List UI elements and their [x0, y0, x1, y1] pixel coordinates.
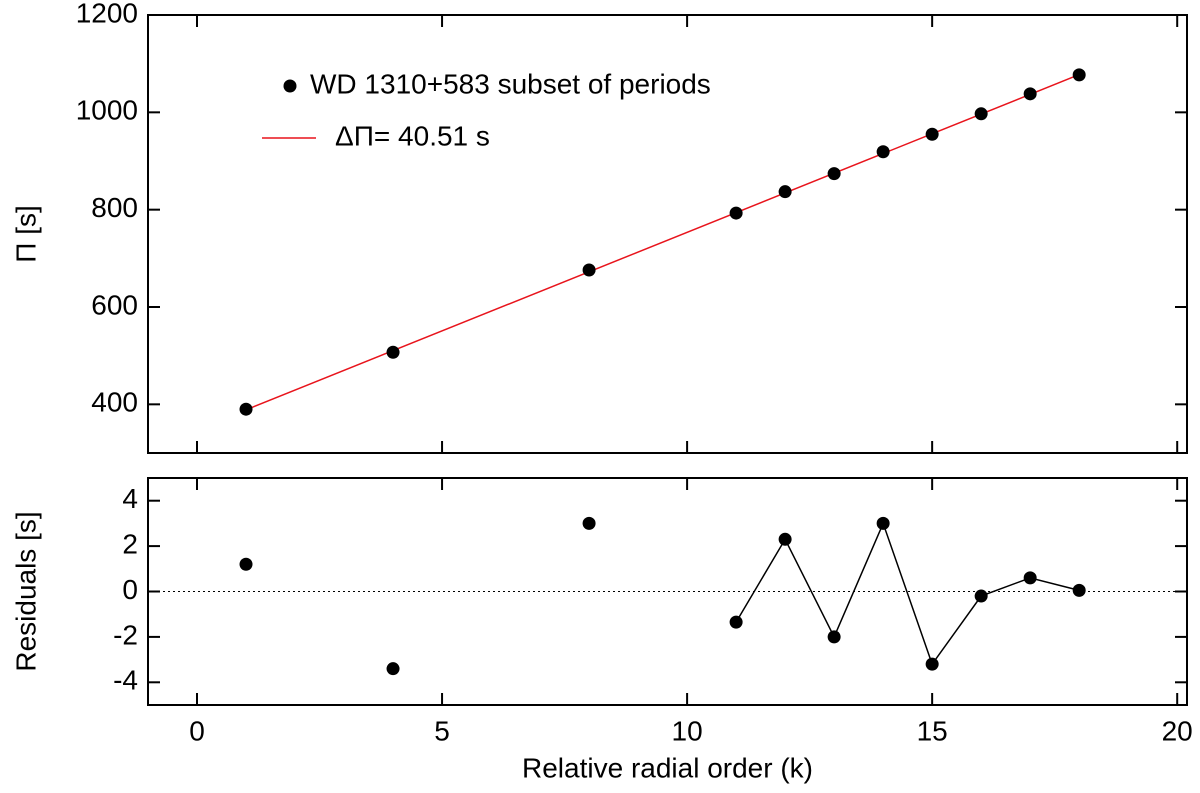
data-point	[925, 657, 939, 671]
data-point	[386, 345, 400, 359]
data-point	[239, 402, 253, 416]
y-axis-title: Π [s]	[10, 205, 41, 263]
data-point	[876, 145, 890, 159]
data-point	[1023, 87, 1037, 101]
y-tick-label: 1200	[76, 0, 138, 28]
x-tick-label: 5	[434, 715, 450, 746]
x-tick-label: 15	[917, 715, 948, 746]
data-point	[729, 615, 743, 629]
data-point	[778, 185, 792, 199]
data-point	[729, 206, 743, 220]
y-tick-label: 1000	[76, 95, 138, 126]
y-tick-label: -2	[113, 619, 138, 650]
data-point	[778, 532, 792, 546]
plot-frame	[147, 14, 1188, 454]
x-tick-label: 10	[672, 715, 703, 746]
data-point	[827, 167, 841, 181]
data-point	[1072, 68, 1086, 82]
y-tick-label: 400	[91, 387, 138, 418]
legend-label: WD 1310+583 subset of periods	[310, 68, 711, 99]
y-tick-label: 600	[91, 289, 138, 320]
data-point	[1072, 583, 1086, 597]
y-tick-label: 2	[122, 528, 138, 559]
y-tick-label: 800	[91, 192, 138, 223]
data-point	[827, 630, 841, 644]
x-axis-title: Relative radial order (k)	[522, 752, 813, 783]
data-point	[1023, 571, 1037, 585]
series-line	[735, 521, 1080, 666]
plot-frame	[147, 477, 1188, 706]
y-tick-label: -4	[113, 665, 138, 696]
data-point	[386, 662, 400, 676]
data-point	[876, 516, 890, 530]
legend-label: ΔΠ= 40.51 s	[335, 120, 490, 151]
data-point	[582, 516, 596, 530]
data-point	[974, 589, 988, 603]
data-point	[925, 127, 939, 141]
y-tick-label: 4	[122, 483, 138, 514]
y-axis-title: Residuals [s]	[10, 511, 41, 671]
x-tick-label: 20	[1162, 715, 1193, 746]
y-tick-label: 0	[122, 574, 138, 605]
legend-marker	[283, 79, 297, 93]
data-point	[974, 107, 988, 121]
data-point	[239, 557, 253, 571]
series-line	[245, 73, 1080, 411]
x-tick-label: 0	[189, 715, 205, 746]
data-point	[582, 263, 596, 277]
